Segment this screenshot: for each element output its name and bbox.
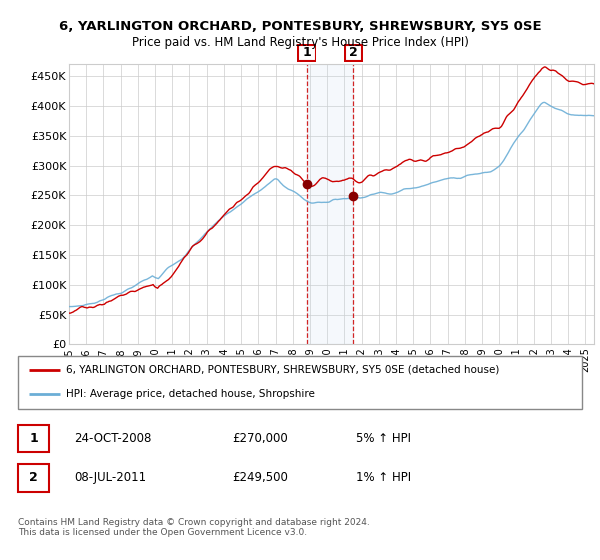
Text: 1: 1 [29, 432, 38, 445]
Text: £249,500: £249,500 [232, 472, 288, 484]
Text: 24-OCT-2008: 24-OCT-2008 [74, 432, 152, 445]
Text: HPI: Average price, detached house, Shropshire: HPI: Average price, detached house, Shro… [66, 389, 315, 399]
Text: 08-JUL-2011: 08-JUL-2011 [74, 472, 146, 484]
Text: Price paid vs. HM Land Registry's House Price Index (HPI): Price paid vs. HM Land Registry's House … [131, 36, 469, 49]
Text: 2: 2 [29, 472, 38, 484]
FancyBboxPatch shape [18, 425, 49, 452]
Text: 1: 1 [302, 46, 311, 59]
FancyBboxPatch shape [298, 45, 316, 60]
Text: 2: 2 [349, 46, 358, 59]
Text: Contains HM Land Registry data © Crown copyright and database right 2024.
This d: Contains HM Land Registry data © Crown c… [18, 518, 370, 538]
Text: 6, YARLINGTON ORCHARD, PONTESBURY, SHREWSBURY, SY5 0SE (detached house): 6, YARLINGTON ORCHARD, PONTESBURY, SHREW… [66, 365, 499, 375]
FancyBboxPatch shape [345, 45, 362, 60]
Text: 1% ↑ HPI: 1% ↑ HPI [356, 472, 412, 484]
Text: 5% ↑ HPI: 5% ↑ HPI [356, 432, 412, 445]
FancyBboxPatch shape [18, 464, 49, 492]
Text: £270,000: £270,000 [232, 432, 288, 445]
FancyBboxPatch shape [18, 356, 582, 409]
Bar [307, 64, 353, 344]
Text: 6, YARLINGTON ORCHARD, PONTESBURY, SHREWSBURY, SY5 0SE: 6, YARLINGTON ORCHARD, PONTESBURY, SHREW… [59, 20, 541, 32]
